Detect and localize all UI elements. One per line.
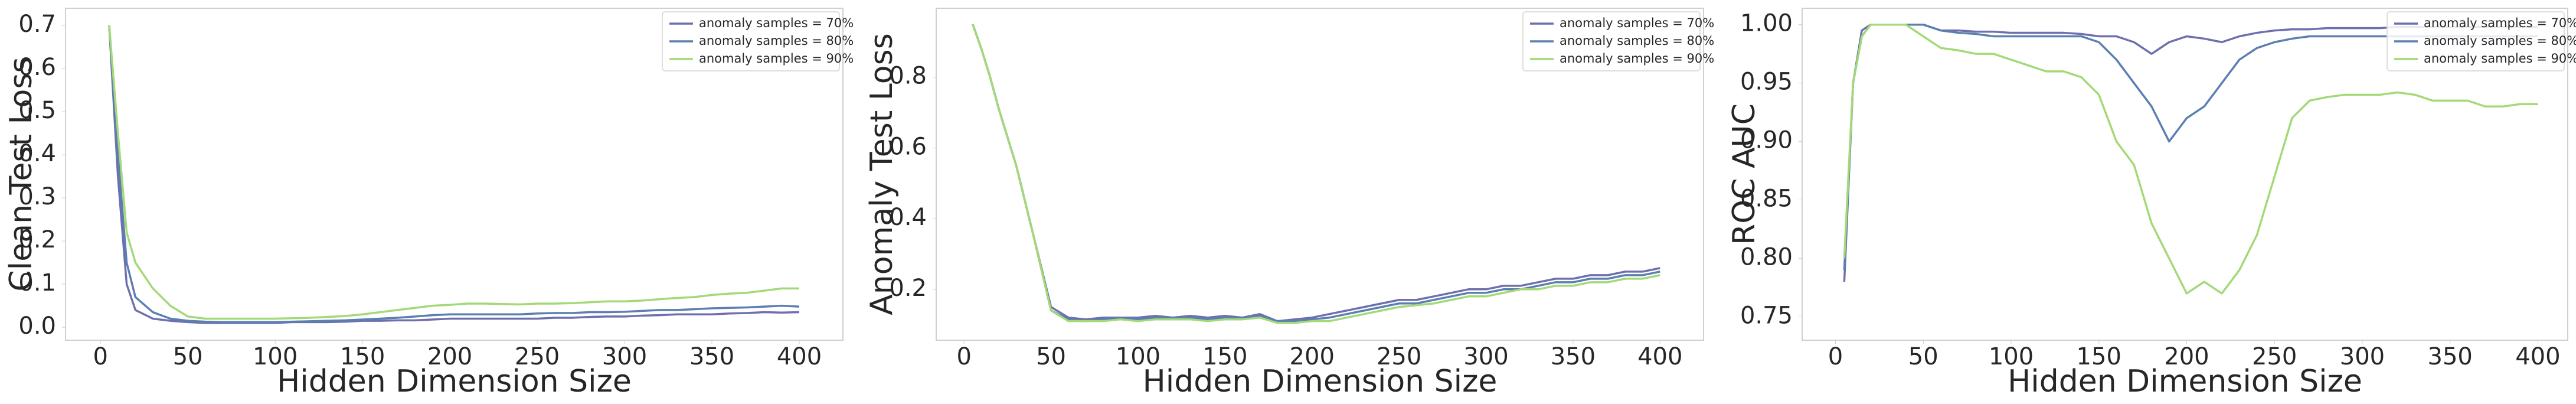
y-tick-label: 0.7: [18, 11, 56, 38]
x-tick-label: 400: [2515, 343, 2560, 370]
x-tick-label: 200: [1290, 343, 1335, 370]
y-tick-label: 0.5: [18, 97, 56, 124]
y-tick-label: 0.2: [18, 226, 56, 253]
legend-label: anomaly samples = 80%: [2424, 34, 2576, 48]
y-tick-label: 0.85: [1740, 185, 1793, 213]
x-tick-label: 350: [689, 343, 734, 370]
series-line: [972, 24, 1660, 322]
series-line: [1843, 23, 2538, 295]
legend-label: anomaly samples = 90%: [1560, 51, 1714, 66]
legend-label: anomaly samples = 80%: [1560, 34, 1714, 48]
series-line: [108, 25, 800, 324]
x-tick-label: 400: [777, 343, 822, 370]
x-tick-label: 200: [2164, 343, 2209, 370]
y-axis-label: Anomaly Test Loss: [864, 33, 900, 315]
y-tick-label: 0.75: [1740, 302, 1793, 329]
x-tick-label: 300: [2340, 343, 2385, 370]
x-tick-label: 150: [2077, 343, 2121, 370]
series-line: [972, 24, 1660, 324]
x-tick-label: 200: [427, 343, 472, 370]
y-tick-label: 0.0: [18, 312, 56, 340]
y-tick-label: 0.2: [889, 275, 927, 302]
legend-label: anomaly samples = 80%: [699, 34, 854, 48]
x-tick-label: 400: [1637, 343, 1682, 370]
x-tick-label: 150: [1202, 343, 1247, 370]
legend-label: anomaly samples = 70%: [1560, 16, 1714, 30]
x-tick-label: 300: [602, 343, 647, 370]
series-line: [108, 25, 800, 320]
x-tick-label: 50: [173, 343, 203, 370]
y-tick-label: 0.95: [1740, 69, 1793, 96]
x-tick-label: 100: [1989, 343, 2034, 370]
x-tick-label: 250: [515, 343, 560, 370]
x-axis-label: Hidden Dimension Size: [1143, 364, 1498, 399]
legend-label: anomaly samples = 70%: [699, 16, 854, 30]
legend-label: anomaly samples = 70%: [2424, 16, 2576, 30]
x-tick-label: 50: [1036, 343, 1066, 370]
x-tick-label: 100: [1116, 343, 1160, 370]
x-tick-label: 0: [93, 343, 107, 370]
x-tick-label: 350: [1551, 343, 1596, 370]
y-tick-label: 0.8: [889, 63, 927, 90]
legend-label: anomaly samples = 90%: [699, 51, 854, 66]
x-tick-label: 300: [1463, 343, 1508, 370]
y-tick-label: 0.90: [1740, 127, 1793, 154]
y-tick-label: 0.6: [18, 54, 56, 81]
y-tick-label: 0.6: [889, 133, 927, 160]
x-tick-label: 350: [2428, 343, 2473, 370]
y-tick-label: 0.3: [18, 183, 56, 210]
y-tick-label: 0.4: [18, 140, 56, 167]
legend-label: anomaly samples = 90%: [2424, 51, 2576, 66]
x-axis-label: Hidden Dimension Size: [2008, 364, 2362, 399]
x-tick-label: 100: [253, 343, 298, 370]
series-line: [972, 24, 1660, 322]
legend-box: [2387, 11, 2565, 71]
legend-box: [662, 11, 840, 71]
x-tick-label: 0: [956, 343, 971, 370]
x-tick-label: 0: [1828, 343, 1843, 370]
series-line: [108, 25, 800, 324]
y-tick-label: 0.80: [1740, 243, 1793, 271]
x-tick-label: 50: [1908, 343, 1938, 370]
x-axis-label: Hidden Dimension Size: [277, 364, 632, 399]
x-tick-label: 250: [2252, 343, 2297, 370]
x-tick-label: 250: [1377, 343, 1421, 370]
y-tick-label: 0.1: [18, 269, 56, 297]
y-axis-label: Clean Test Loss: [4, 57, 39, 291]
x-tick-label: 150: [340, 343, 385, 370]
y-axis-label: ROC AUC: [1727, 103, 1762, 245]
y-tick-label: 0.4: [889, 204, 927, 231]
y-tick-label: 1.00: [1740, 10, 1793, 37]
legend-box: [1522, 11, 1701, 71]
